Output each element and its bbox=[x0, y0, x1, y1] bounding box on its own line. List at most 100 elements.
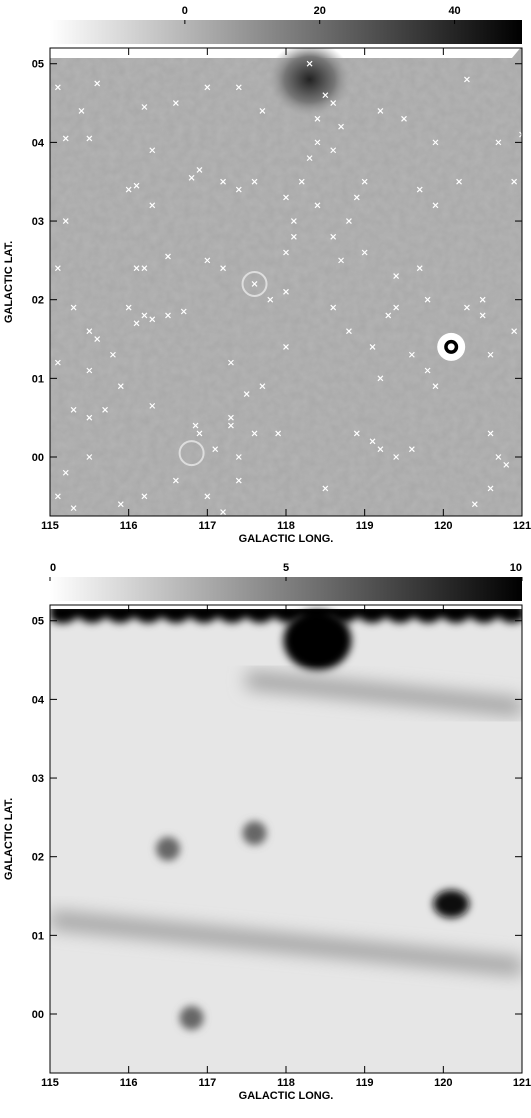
point-source-marker bbox=[283, 194, 289, 201]
point-source-marker bbox=[86, 367, 93, 374]
point-source-marker bbox=[196, 430, 203, 437]
point-source-marker bbox=[133, 182, 140, 189]
y-tick-label: 05 bbox=[32, 59, 44, 71]
point-source-marker bbox=[251, 281, 258, 287]
y-tick-label: 03 bbox=[32, 773, 44, 785]
dark-blob bbox=[242, 821, 267, 846]
point-source-marker bbox=[125, 186, 132, 193]
x-tick-label: 117 bbox=[198, 1077, 216, 1089]
bright-source-center bbox=[447, 343, 455, 351]
point-source-marker bbox=[70, 505, 77, 512]
y-tick-label: 04 bbox=[32, 694, 45, 706]
point-source-marker bbox=[408, 351, 415, 358]
point-source-marker bbox=[204, 493, 211, 500]
point-source-marker bbox=[54, 84, 61, 91]
point-source-marker bbox=[511, 328, 518, 335]
dark-band bbox=[50, 911, 522, 975]
point-source-marker bbox=[220, 178, 226, 185]
point-source-marker bbox=[377, 107, 384, 114]
ring-feature bbox=[178, 440, 205, 467]
y-tick-label: 00 bbox=[32, 1009, 44, 1021]
point-source-marker bbox=[330, 304, 337, 311]
point-source-marker bbox=[471, 501, 478, 508]
point-source-marker bbox=[330, 100, 337, 106]
point-source-marker bbox=[503, 461, 510, 468]
point-source-marker bbox=[338, 123, 344, 130]
point-source-marker bbox=[432, 202, 439, 209]
y-tick-label: 03 bbox=[32, 216, 44, 228]
point-source-marker bbox=[70, 406, 77, 413]
point-source-marker bbox=[275, 430, 282, 437]
point-source-marker bbox=[62, 135, 69, 142]
point-source-marker bbox=[377, 375, 384, 382]
point-source-marker bbox=[212, 446, 219, 453]
map-edge bbox=[50, 605, 522, 624]
x-tick-label: 115 bbox=[41, 1077, 59, 1089]
x-axis-title: GALACTIC LONG. bbox=[239, 533, 334, 545]
dark-blob bbox=[156, 836, 180, 861]
x-axis-title: GALACTIC LONG. bbox=[239, 1090, 334, 1102]
point-source-marker bbox=[464, 304, 470, 311]
point-source-marker bbox=[196, 166, 203, 173]
colorbar-tick-label: 10 bbox=[510, 562, 522, 574]
x-tick-label: 119 bbox=[356, 1077, 374, 1089]
point-source-marker bbox=[519, 131, 522, 138]
x-tick-label: 115 bbox=[41, 520, 59, 532]
y-axis-title: GALACTIC LAT. bbox=[3, 798, 15, 880]
point-source-marker bbox=[192, 422, 199, 429]
point-source-marker bbox=[393, 273, 400, 280]
point-source-marker bbox=[283, 249, 289, 256]
point-source-marker bbox=[141, 312, 148, 319]
dark-blob bbox=[433, 889, 470, 918]
dark-band bbox=[245, 671, 522, 716]
point-source-marker bbox=[204, 84, 211, 91]
point-source-marker bbox=[172, 477, 179, 484]
point-source-marker bbox=[102, 406, 108, 413]
point-source-marker bbox=[290, 218, 297, 224]
colorbar-tick-label: 20 bbox=[314, 5, 326, 17]
point-source-marker bbox=[393, 304, 400, 311]
point-source-marker bbox=[235, 186, 242, 193]
point-source-marker bbox=[346, 328, 352, 335]
x-tick-label: 121 bbox=[513, 1077, 531, 1089]
point-source-marker bbox=[172, 100, 179, 106]
colorbar-tick-label: 5 bbox=[283, 562, 289, 574]
point-source-marker bbox=[456, 178, 462, 185]
point-source-marker bbox=[385, 312, 392, 319]
point-source-marker bbox=[306, 60, 313, 67]
point-source-marker bbox=[235, 454, 242, 460]
y-tick-label: 02 bbox=[32, 295, 44, 307]
point-source-marker bbox=[416, 265, 423, 272]
point-source-marker bbox=[393, 454, 400, 460]
point-source-marker bbox=[487, 485, 494, 492]
point-source-marker bbox=[322, 92, 329, 99]
x-tick-label: 119 bbox=[356, 520, 374, 532]
point-source-marker bbox=[117, 501, 124, 508]
point-source-marker bbox=[54, 493, 61, 500]
point-source-marker bbox=[149, 402, 156, 409]
point-source-marker bbox=[133, 320, 140, 327]
point-source-marker bbox=[235, 477, 242, 484]
x-tick-label: 120 bbox=[434, 520, 452, 532]
point-source-marker bbox=[495, 454, 502, 460]
point-source-marker bbox=[314, 115, 321, 122]
x-tick-label: 116 bbox=[120, 1077, 138, 1089]
map-image bbox=[50, 605, 522, 1073]
point-source-marker bbox=[306, 155, 313, 162]
point-source-marker bbox=[165, 312, 171, 319]
dark-blob bbox=[179, 1005, 204, 1030]
point-source-marker bbox=[78, 107, 85, 114]
map-background bbox=[50, 605, 522, 1073]
point-source-marker bbox=[487, 351, 494, 358]
point-source-marker bbox=[141, 104, 148, 110]
y-axis-title: GALACTIC LAT. bbox=[3, 241, 15, 323]
map-image bbox=[50, 48, 522, 516]
point-source-marker bbox=[330, 233, 337, 240]
point-source-marker bbox=[408, 446, 415, 453]
point-source-marker bbox=[62, 218, 69, 224]
point-source-marker bbox=[149, 147, 156, 154]
point-source-marker bbox=[479, 296, 486, 303]
survey-map-top: 0 20 40 115 116 117 118 119 120 121 00 01 02 03 04 05 GA… bbox=[0, 0, 531, 556]
point-source-marker bbox=[401, 115, 407, 122]
point-source-marker bbox=[479, 312, 486, 319]
